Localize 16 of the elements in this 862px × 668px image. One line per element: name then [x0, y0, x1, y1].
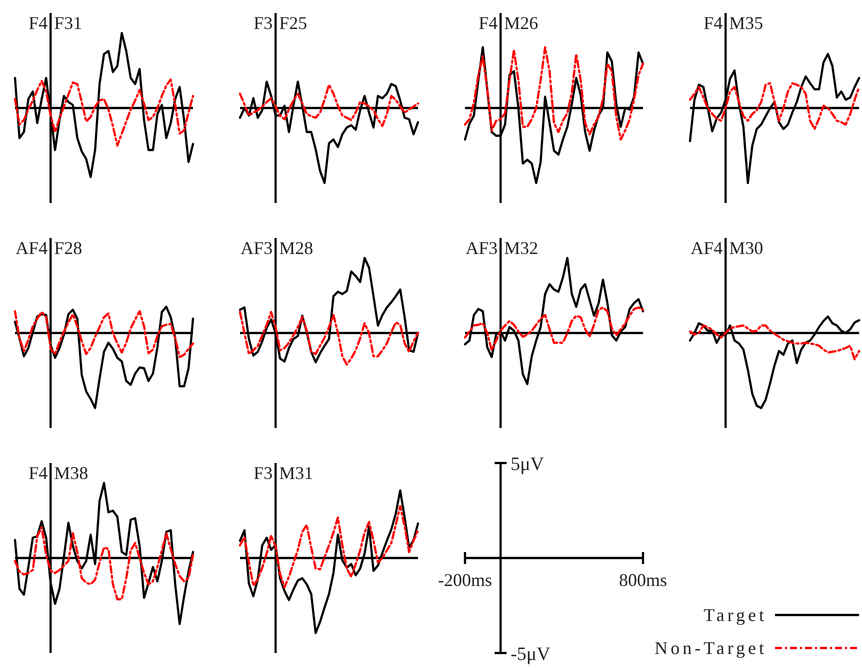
chart-title: F4 F31	[28, 13, 82, 33]
chart-title: F4 M26	[478, 13, 538, 33]
chart-title: AF3 M32	[466, 238, 538, 258]
chart-title: F3 M31	[254, 463, 314, 483]
chart-title: F4 M35	[704, 13, 764, 33]
category-label: -200ms	[438, 570, 492, 590]
chart-title: AF3 M28	[240, 238, 314, 258]
legend-label: Target	[704, 605, 767, 625]
chart-title: AF4 F28	[16, 238, 82, 258]
category-label: 800ms	[618, 570, 668, 590]
chart-title: F4 M38	[28, 463, 88, 483]
text: -5μV	[510, 644, 551, 665]
legend-label: Non-Target	[654, 638, 767, 658]
chart-title: F3 F25	[254, 13, 308, 33]
text: 5μV	[510, 454, 544, 475]
chart-title: AF4 M30	[690, 238, 764, 258]
